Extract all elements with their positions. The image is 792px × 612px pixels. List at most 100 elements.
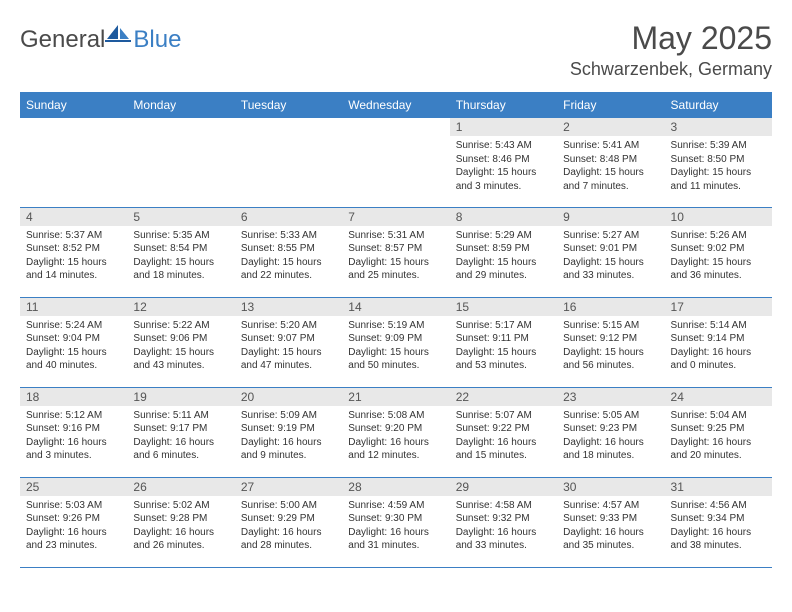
- location-text: Schwarzenbek, Germany: [570, 59, 772, 80]
- day-number: 7: [342, 208, 449, 226]
- calendar-cell: 26Sunrise: 5:02 AMSunset: 9:28 PMDayligh…: [127, 477, 234, 567]
- day-number: 21: [342, 388, 449, 406]
- calendar-row: 1Sunrise: 5:43 AMSunset: 8:46 PMDaylight…: [20, 117, 772, 207]
- day-number: 19: [127, 388, 234, 406]
- day-info: Sunrise: 5:29 AMSunset: 8:59 PMDaylight:…: [450, 226, 557, 286]
- calendar-row: 25Sunrise: 5:03 AMSunset: 9:26 PMDayligh…: [20, 477, 772, 567]
- day-number: 20: [235, 388, 342, 406]
- calendar-cell: 24Sunrise: 5:04 AMSunset: 9:25 PMDayligh…: [665, 387, 772, 477]
- calendar-cell: 9Sunrise: 5:27 AMSunset: 9:01 PMDaylight…: [557, 207, 664, 297]
- day-info: Sunrise: 5:02 AMSunset: 9:28 PMDaylight:…: [127, 496, 234, 556]
- day-info: Sunrise: 4:57 AMSunset: 9:33 PMDaylight:…: [557, 496, 664, 556]
- day-info: Sunrise: 5:19 AMSunset: 9:09 PMDaylight:…: [342, 316, 449, 376]
- calendar-cell: 11Sunrise: 5:24 AMSunset: 9:04 PMDayligh…: [20, 297, 127, 387]
- day-info: Sunrise: 5:31 AMSunset: 8:57 PMDaylight:…: [342, 226, 449, 286]
- day-number: 14: [342, 298, 449, 316]
- calendar-cell: 1Sunrise: 5:43 AMSunset: 8:46 PMDaylight…: [450, 117, 557, 207]
- weekday-header: Tuesday: [235, 93, 342, 117]
- weekday-header: Saturday: [665, 93, 772, 117]
- day-number: 2: [557, 118, 664, 136]
- day-info: Sunrise: 5:07 AMSunset: 9:22 PMDaylight:…: [450, 406, 557, 466]
- day-number: 17: [665, 298, 772, 316]
- calendar-cell: 21Sunrise: 5:08 AMSunset: 9:20 PMDayligh…: [342, 387, 449, 477]
- day-number: 8: [450, 208, 557, 226]
- day-number: 13: [235, 298, 342, 316]
- calendar-row: 11Sunrise: 5:24 AMSunset: 9:04 PMDayligh…: [20, 297, 772, 387]
- day-info: Sunrise: 5:37 AMSunset: 8:52 PMDaylight:…: [20, 226, 127, 286]
- day-info: Sunrise: 5:43 AMSunset: 8:46 PMDaylight:…: [450, 136, 557, 196]
- calendar-cell: 15Sunrise: 5:17 AMSunset: 9:11 PMDayligh…: [450, 297, 557, 387]
- day-info: Sunrise: 5:00 AMSunset: 9:29 PMDaylight:…: [235, 496, 342, 556]
- day-number: 24: [665, 388, 772, 406]
- calendar-cell: [235, 117, 342, 207]
- day-info: Sunrise: 5:33 AMSunset: 8:55 PMDaylight:…: [235, 226, 342, 286]
- day-number: 16: [557, 298, 664, 316]
- calendar-cell: 27Sunrise: 5:00 AMSunset: 9:29 PMDayligh…: [235, 477, 342, 567]
- day-number: 31: [665, 478, 772, 496]
- day-number: 27: [235, 478, 342, 496]
- day-info: Sunrise: 4:56 AMSunset: 9:34 PMDaylight:…: [665, 496, 772, 556]
- day-info: Sunrise: 4:59 AMSunset: 9:30 PMDaylight:…: [342, 496, 449, 556]
- day-number: 29: [450, 478, 557, 496]
- calendar-cell: 14Sunrise: 5:19 AMSunset: 9:09 PMDayligh…: [342, 297, 449, 387]
- day-info: Sunrise: 5:04 AMSunset: 9:25 PMDaylight:…: [665, 406, 772, 466]
- day-info: Sunrise: 5:08 AMSunset: 9:20 PMDaylight:…: [342, 406, 449, 466]
- calendar-cell: 19Sunrise: 5:11 AMSunset: 9:17 PMDayligh…: [127, 387, 234, 477]
- day-number: 9: [557, 208, 664, 226]
- calendar-cell: [342, 117, 449, 207]
- weekday-header: Wednesday: [342, 93, 449, 117]
- calendar-table: SundayMondayTuesdayWednesdayThursdayFrid…: [20, 92, 772, 568]
- day-number: 25: [20, 478, 127, 496]
- day-number: 1: [450, 118, 557, 136]
- calendar-cell: 18Sunrise: 5:12 AMSunset: 9:16 PMDayligh…: [20, 387, 127, 477]
- calendar-cell: 25Sunrise: 5:03 AMSunset: 9:26 PMDayligh…: [20, 477, 127, 567]
- day-info: Sunrise: 5:20 AMSunset: 9:07 PMDaylight:…: [235, 316, 342, 376]
- calendar-head: SundayMondayTuesdayWednesdayThursdayFrid…: [20, 93, 772, 117]
- brand-text-1: General: [20, 26, 105, 54]
- calendar-cell: 4Sunrise: 5:37 AMSunset: 8:52 PMDaylight…: [20, 207, 127, 297]
- day-info: Sunrise: 5:35 AMSunset: 8:54 PMDaylight:…: [127, 226, 234, 286]
- day-info: Sunrise: 5:24 AMSunset: 9:04 PMDaylight:…: [20, 316, 127, 376]
- calendar-body: 1Sunrise: 5:43 AMSunset: 8:46 PMDaylight…: [20, 117, 772, 567]
- day-number: 4: [20, 208, 127, 226]
- day-info: Sunrise: 5:26 AMSunset: 9:02 PMDaylight:…: [665, 226, 772, 286]
- calendar-cell: 20Sunrise: 5:09 AMSunset: 9:19 PMDayligh…: [235, 387, 342, 477]
- day-number: 11: [20, 298, 127, 316]
- calendar-cell: 3Sunrise: 5:39 AMSunset: 8:50 PMDaylight…: [665, 117, 772, 207]
- day-number: 10: [665, 208, 772, 226]
- calendar-cell: 8Sunrise: 5:29 AMSunset: 8:59 PMDaylight…: [450, 207, 557, 297]
- day-info: Sunrise: 5:27 AMSunset: 9:01 PMDaylight:…: [557, 226, 664, 286]
- day-number: 6: [235, 208, 342, 226]
- brand-text-2: Blue: [133, 26, 181, 54]
- day-info: Sunrise: 5:17 AMSunset: 9:11 PMDaylight:…: [450, 316, 557, 376]
- calendar-cell: 5Sunrise: 5:35 AMSunset: 8:54 PMDaylight…: [127, 207, 234, 297]
- day-info: Sunrise: 5:11 AMSunset: 9:17 PMDaylight:…: [127, 406, 234, 466]
- calendar-row: 18Sunrise: 5:12 AMSunset: 9:16 PMDayligh…: [20, 387, 772, 477]
- calendar-cell: 17Sunrise: 5:14 AMSunset: 9:14 PMDayligh…: [665, 297, 772, 387]
- calendar-cell: 6Sunrise: 5:33 AMSunset: 8:55 PMDaylight…: [235, 207, 342, 297]
- calendar-cell: 23Sunrise: 5:05 AMSunset: 9:23 PMDayligh…: [557, 387, 664, 477]
- sailboat-icon: [105, 23, 131, 43]
- calendar-cell: 12Sunrise: 5:22 AMSunset: 9:06 PMDayligh…: [127, 297, 234, 387]
- day-info: Sunrise: 5:09 AMSunset: 9:19 PMDaylight:…: [235, 406, 342, 466]
- day-number: 15: [450, 298, 557, 316]
- day-number: 18: [20, 388, 127, 406]
- day-number: 28: [342, 478, 449, 496]
- weekday-header: Thursday: [450, 93, 557, 117]
- page-title: May 2025: [570, 20, 772, 57]
- day-info: Sunrise: 4:58 AMSunset: 9:32 PMDaylight:…: [450, 496, 557, 556]
- day-number: 5: [127, 208, 234, 226]
- calendar-cell: [127, 117, 234, 207]
- day-info: Sunrise: 5:15 AMSunset: 9:12 PMDaylight:…: [557, 316, 664, 376]
- calendar-cell: 13Sunrise: 5:20 AMSunset: 9:07 PMDayligh…: [235, 297, 342, 387]
- calendar-cell: [20, 117, 127, 207]
- day-number: 12: [127, 298, 234, 316]
- calendar-cell: 29Sunrise: 4:58 AMSunset: 9:32 PMDayligh…: [450, 477, 557, 567]
- header: General Blue May 2025 Schwarzenbek, Germ…: [20, 20, 772, 80]
- brand-logo: General Blue: [20, 20, 181, 54]
- day-info: Sunrise: 5:41 AMSunset: 8:48 PMDaylight:…: [557, 136, 664, 196]
- calendar-row: 4Sunrise: 5:37 AMSunset: 8:52 PMDaylight…: [20, 207, 772, 297]
- calendar-cell: 30Sunrise: 4:57 AMSunset: 9:33 PMDayligh…: [557, 477, 664, 567]
- calendar-cell: 31Sunrise: 4:56 AMSunset: 9:34 PMDayligh…: [665, 477, 772, 567]
- day-number: 22: [450, 388, 557, 406]
